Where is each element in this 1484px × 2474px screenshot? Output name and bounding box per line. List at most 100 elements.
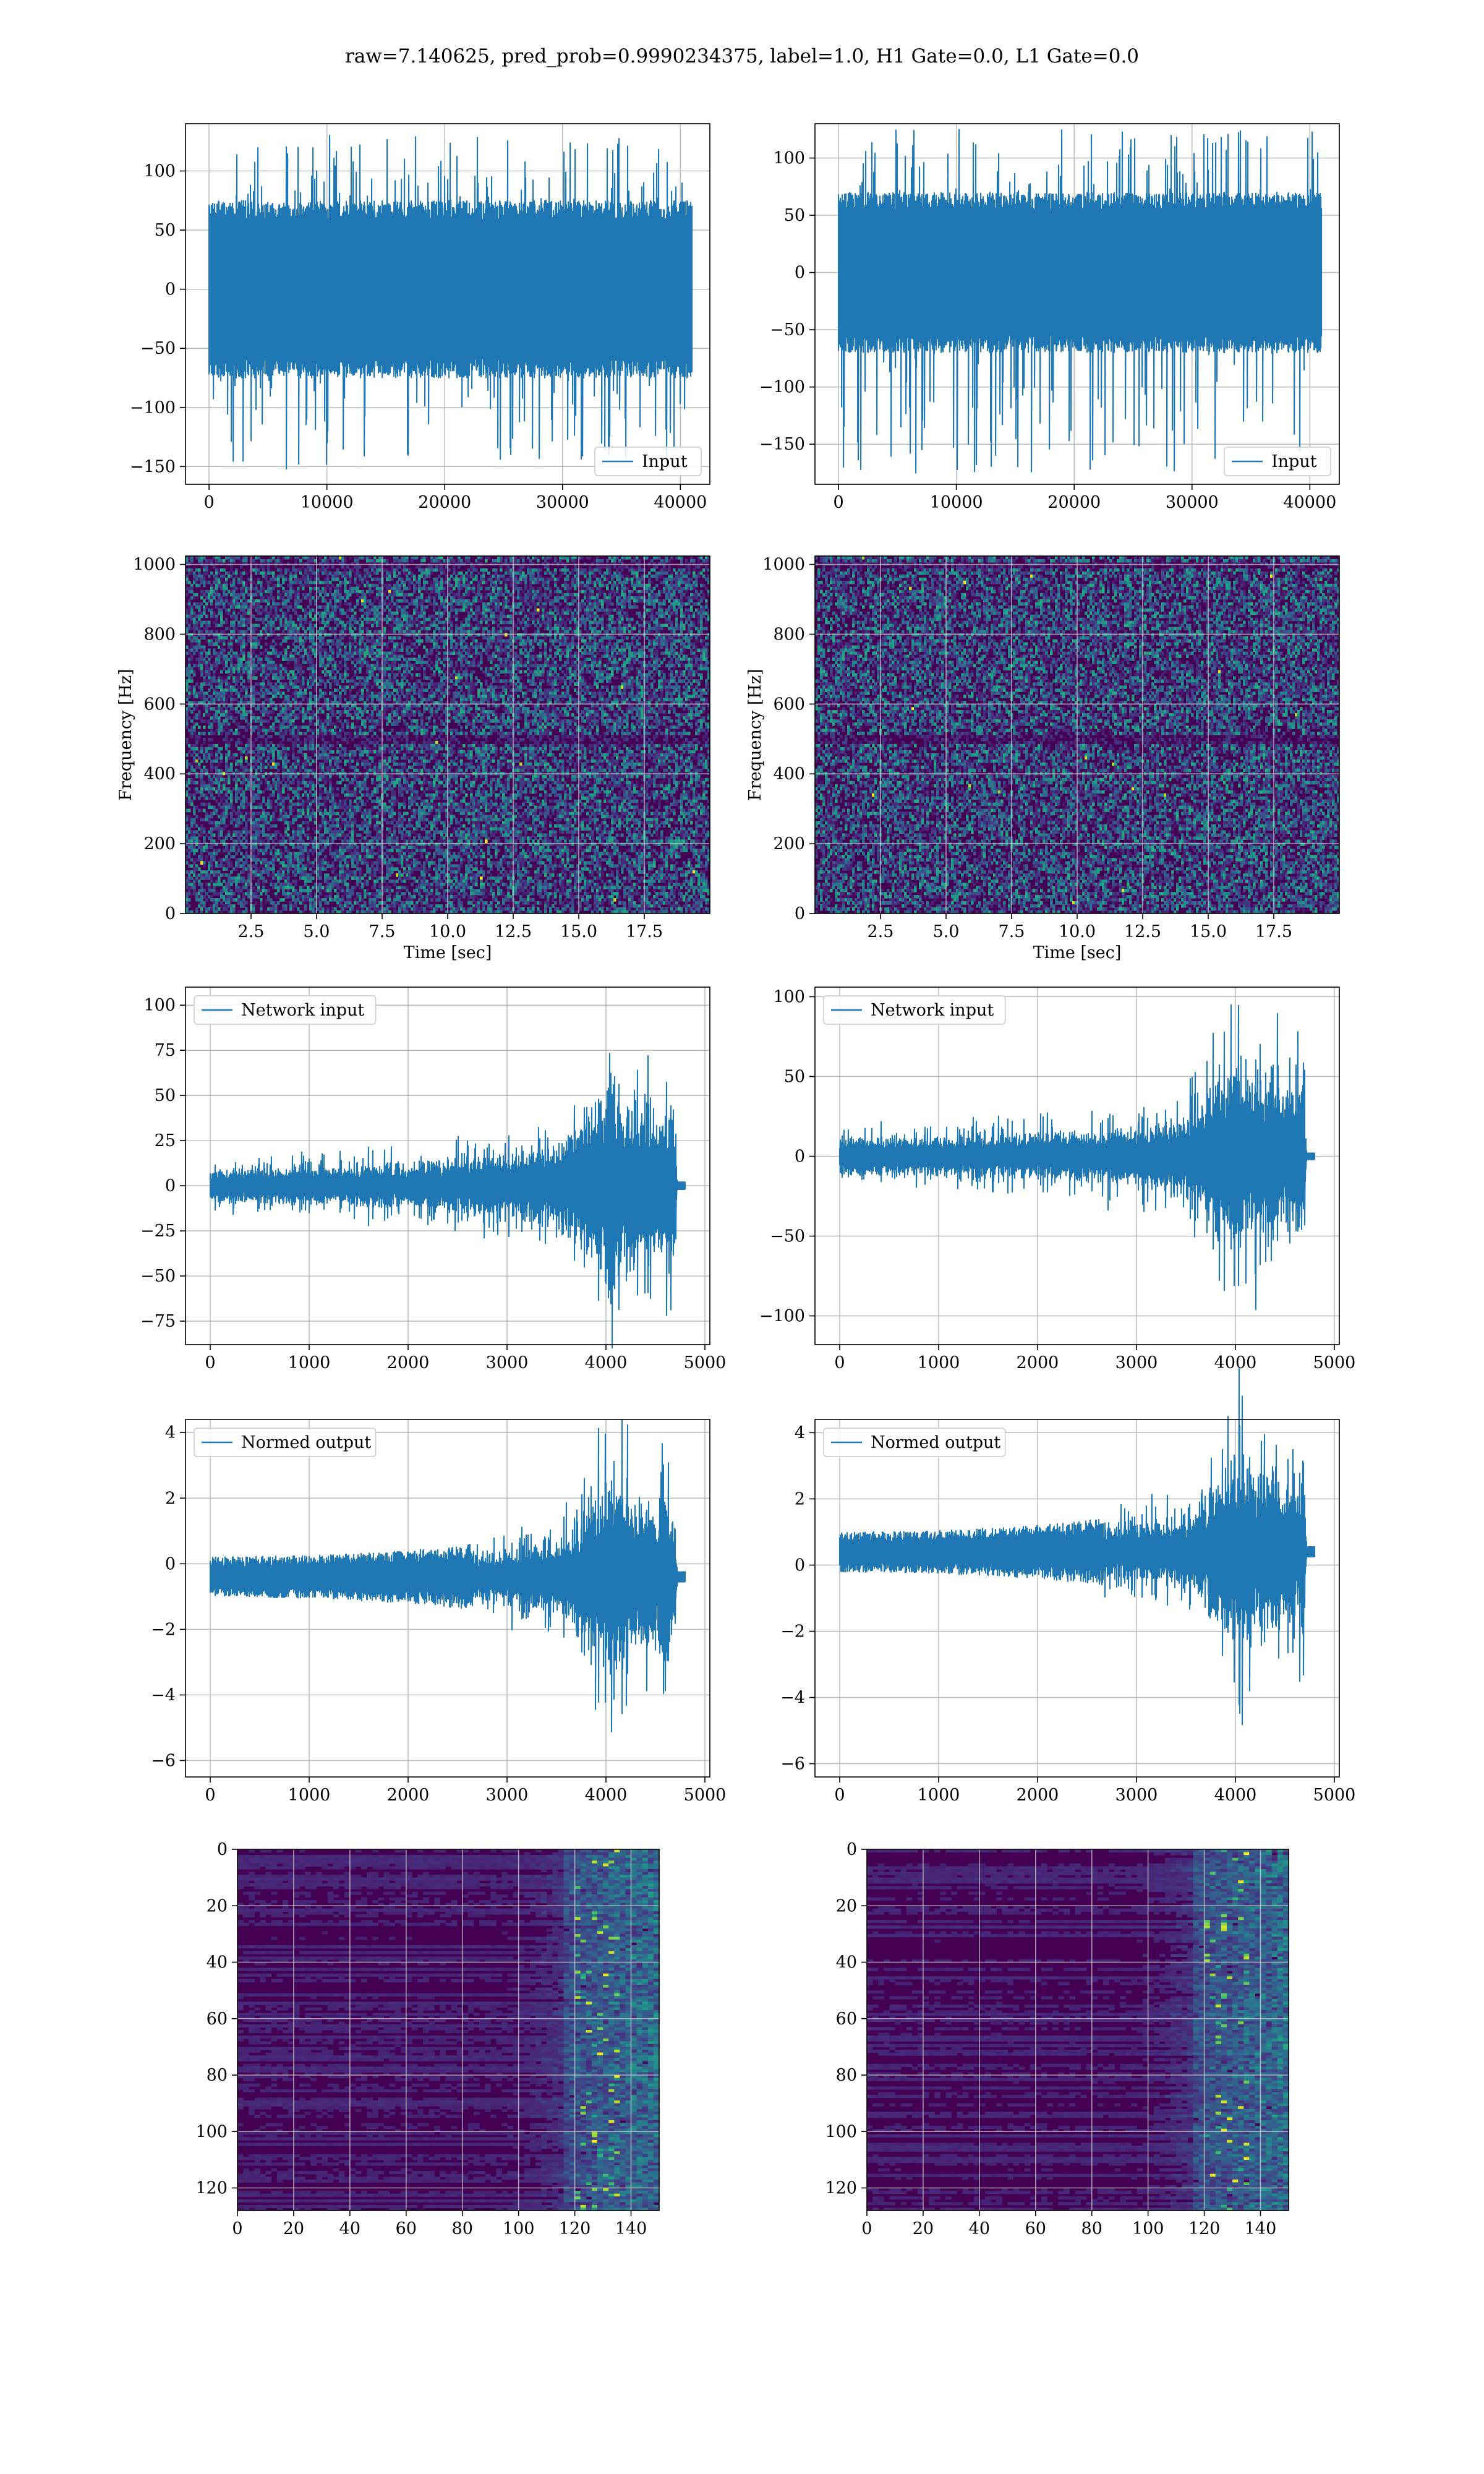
spectrogram-cell (500, 612, 503, 615)
spectrogram-cell (524, 596, 527, 600)
spectrogram-cell (549, 636, 552, 640)
spectrogram-cell (566, 612, 569, 615)
spectrogram-cell (537, 581, 540, 584)
spectrogram-cell (549, 578, 552, 581)
spectrogram-cell (252, 593, 255, 597)
spectrogram-cell (260, 636, 263, 640)
spectrogram-cell (618, 581, 621, 584)
spectrogram-cell (480, 612, 483, 615)
spectrogram-cell (299, 584, 302, 588)
spectrogram-cell (668, 584, 671, 588)
spectrogram-cell (465, 590, 468, 594)
spectrogram-cell (460, 575, 463, 578)
spectrogram-cell (373, 599, 377, 603)
spectrogram-cell (611, 559, 614, 563)
spectrogram-cell (232, 599, 236, 603)
spectrogram-cell (406, 599, 409, 603)
spectrogram-cell (272, 630, 275, 634)
spectrogram-cell (223, 606, 226, 609)
spectrogram-cell (299, 615, 302, 618)
spectrogram-cell (559, 615, 562, 618)
spectrogram-cell (411, 575, 414, 578)
spectrogram-cell (433, 602, 436, 606)
spectrogram-cell (393, 575, 396, 578)
spectrogram-cell (237, 556, 241, 560)
spectrogram-cell (435, 587, 438, 591)
spectrogram-cell (564, 609, 567, 612)
spectrogram-cell (401, 556, 404, 560)
spectrogram-cell (398, 606, 401, 609)
spectrogram-cell (225, 581, 228, 584)
spectrogram-cell (665, 609, 668, 612)
spectrogram-cell (309, 568, 312, 572)
spectrogram-cell (673, 593, 676, 597)
spectrogram-cell (524, 575, 527, 578)
spectrogram-cell (591, 621, 594, 625)
spectrogram-cell (561, 636, 565, 640)
spectrogram-cell (242, 633, 245, 637)
spectrogram-cell (574, 565, 577, 569)
spectrogram-cell (532, 618, 535, 622)
spectrogram-cell (215, 618, 218, 622)
spectrogram-cell (391, 640, 394, 643)
spectrogram-cell (292, 568, 295, 572)
spectrogram-cell (450, 633, 453, 637)
spectrogram-cell (663, 612, 666, 615)
spectrogram-cell (495, 606, 498, 609)
spectrogram-cell (695, 627, 698, 631)
spectrogram-cell (544, 636, 547, 640)
spectrogram-cell (341, 571, 344, 575)
spectrogram-cell (668, 587, 671, 591)
spectrogram-cell (559, 568, 562, 572)
spectrogram-cell (569, 571, 572, 575)
spectrogram-cell (344, 584, 347, 588)
spectrogram-cell (309, 640, 312, 643)
spectrogram-cell (240, 559, 243, 563)
spectrogram-cell (200, 615, 203, 618)
spectrogram-cell (213, 556, 216, 560)
spectrogram-cell (695, 565, 698, 569)
spectrogram-cell (339, 590, 342, 594)
spectrogram-cell (497, 633, 500, 637)
spectrogram-cell (220, 596, 223, 600)
spectrogram-cell (485, 559, 488, 563)
spectrogram-cell (556, 593, 560, 597)
spectrogram-cell (564, 599, 567, 603)
spectrogram-cell (485, 636, 488, 640)
spectrogram-cell (537, 578, 540, 581)
spectrogram-cell (220, 640, 223, 643)
spectrogram-cell (623, 556, 626, 560)
spectrogram-cell (455, 612, 458, 615)
spectrogram-cell (668, 565, 671, 569)
spectrogram-cell (591, 581, 594, 584)
spectrogram-cell (594, 584, 597, 588)
spectrogram-cell (203, 636, 206, 640)
spectrogram-cell (534, 602, 537, 606)
spectrogram-cell (349, 640, 352, 643)
spectrogram-cell (522, 627, 525, 631)
spectrogram-cell (517, 627, 520, 631)
spectrogram-cell (215, 590, 218, 594)
spectrogram-cell (613, 593, 616, 597)
spectrogram-cell (487, 633, 490, 637)
spectrogram-cell (292, 565, 295, 569)
spectrogram-cell (336, 621, 339, 625)
spectrogram-cell (554, 590, 557, 594)
spectrogram-cell (514, 612, 518, 615)
spectrogram-cell (477, 627, 480, 631)
spectrogram-cell (369, 584, 372, 588)
spectrogram-cell (522, 606, 525, 609)
spectrogram-cell (621, 627, 624, 631)
spectrogram-cell (690, 578, 693, 581)
spectrogram-cell (477, 556, 480, 560)
spectrogram-cell (401, 624, 404, 628)
spectrogram-cell (339, 633, 342, 637)
spectrogram-cell (527, 615, 530, 618)
spectrogram-cell (341, 621, 344, 625)
spectrogram-cell (603, 593, 607, 597)
spectrogram-cell (396, 559, 399, 563)
spectrogram-cell (559, 633, 562, 637)
spectrogram-cell (228, 612, 231, 615)
spectrogram-cell (247, 636, 250, 640)
spectrogram-cell (581, 590, 584, 594)
